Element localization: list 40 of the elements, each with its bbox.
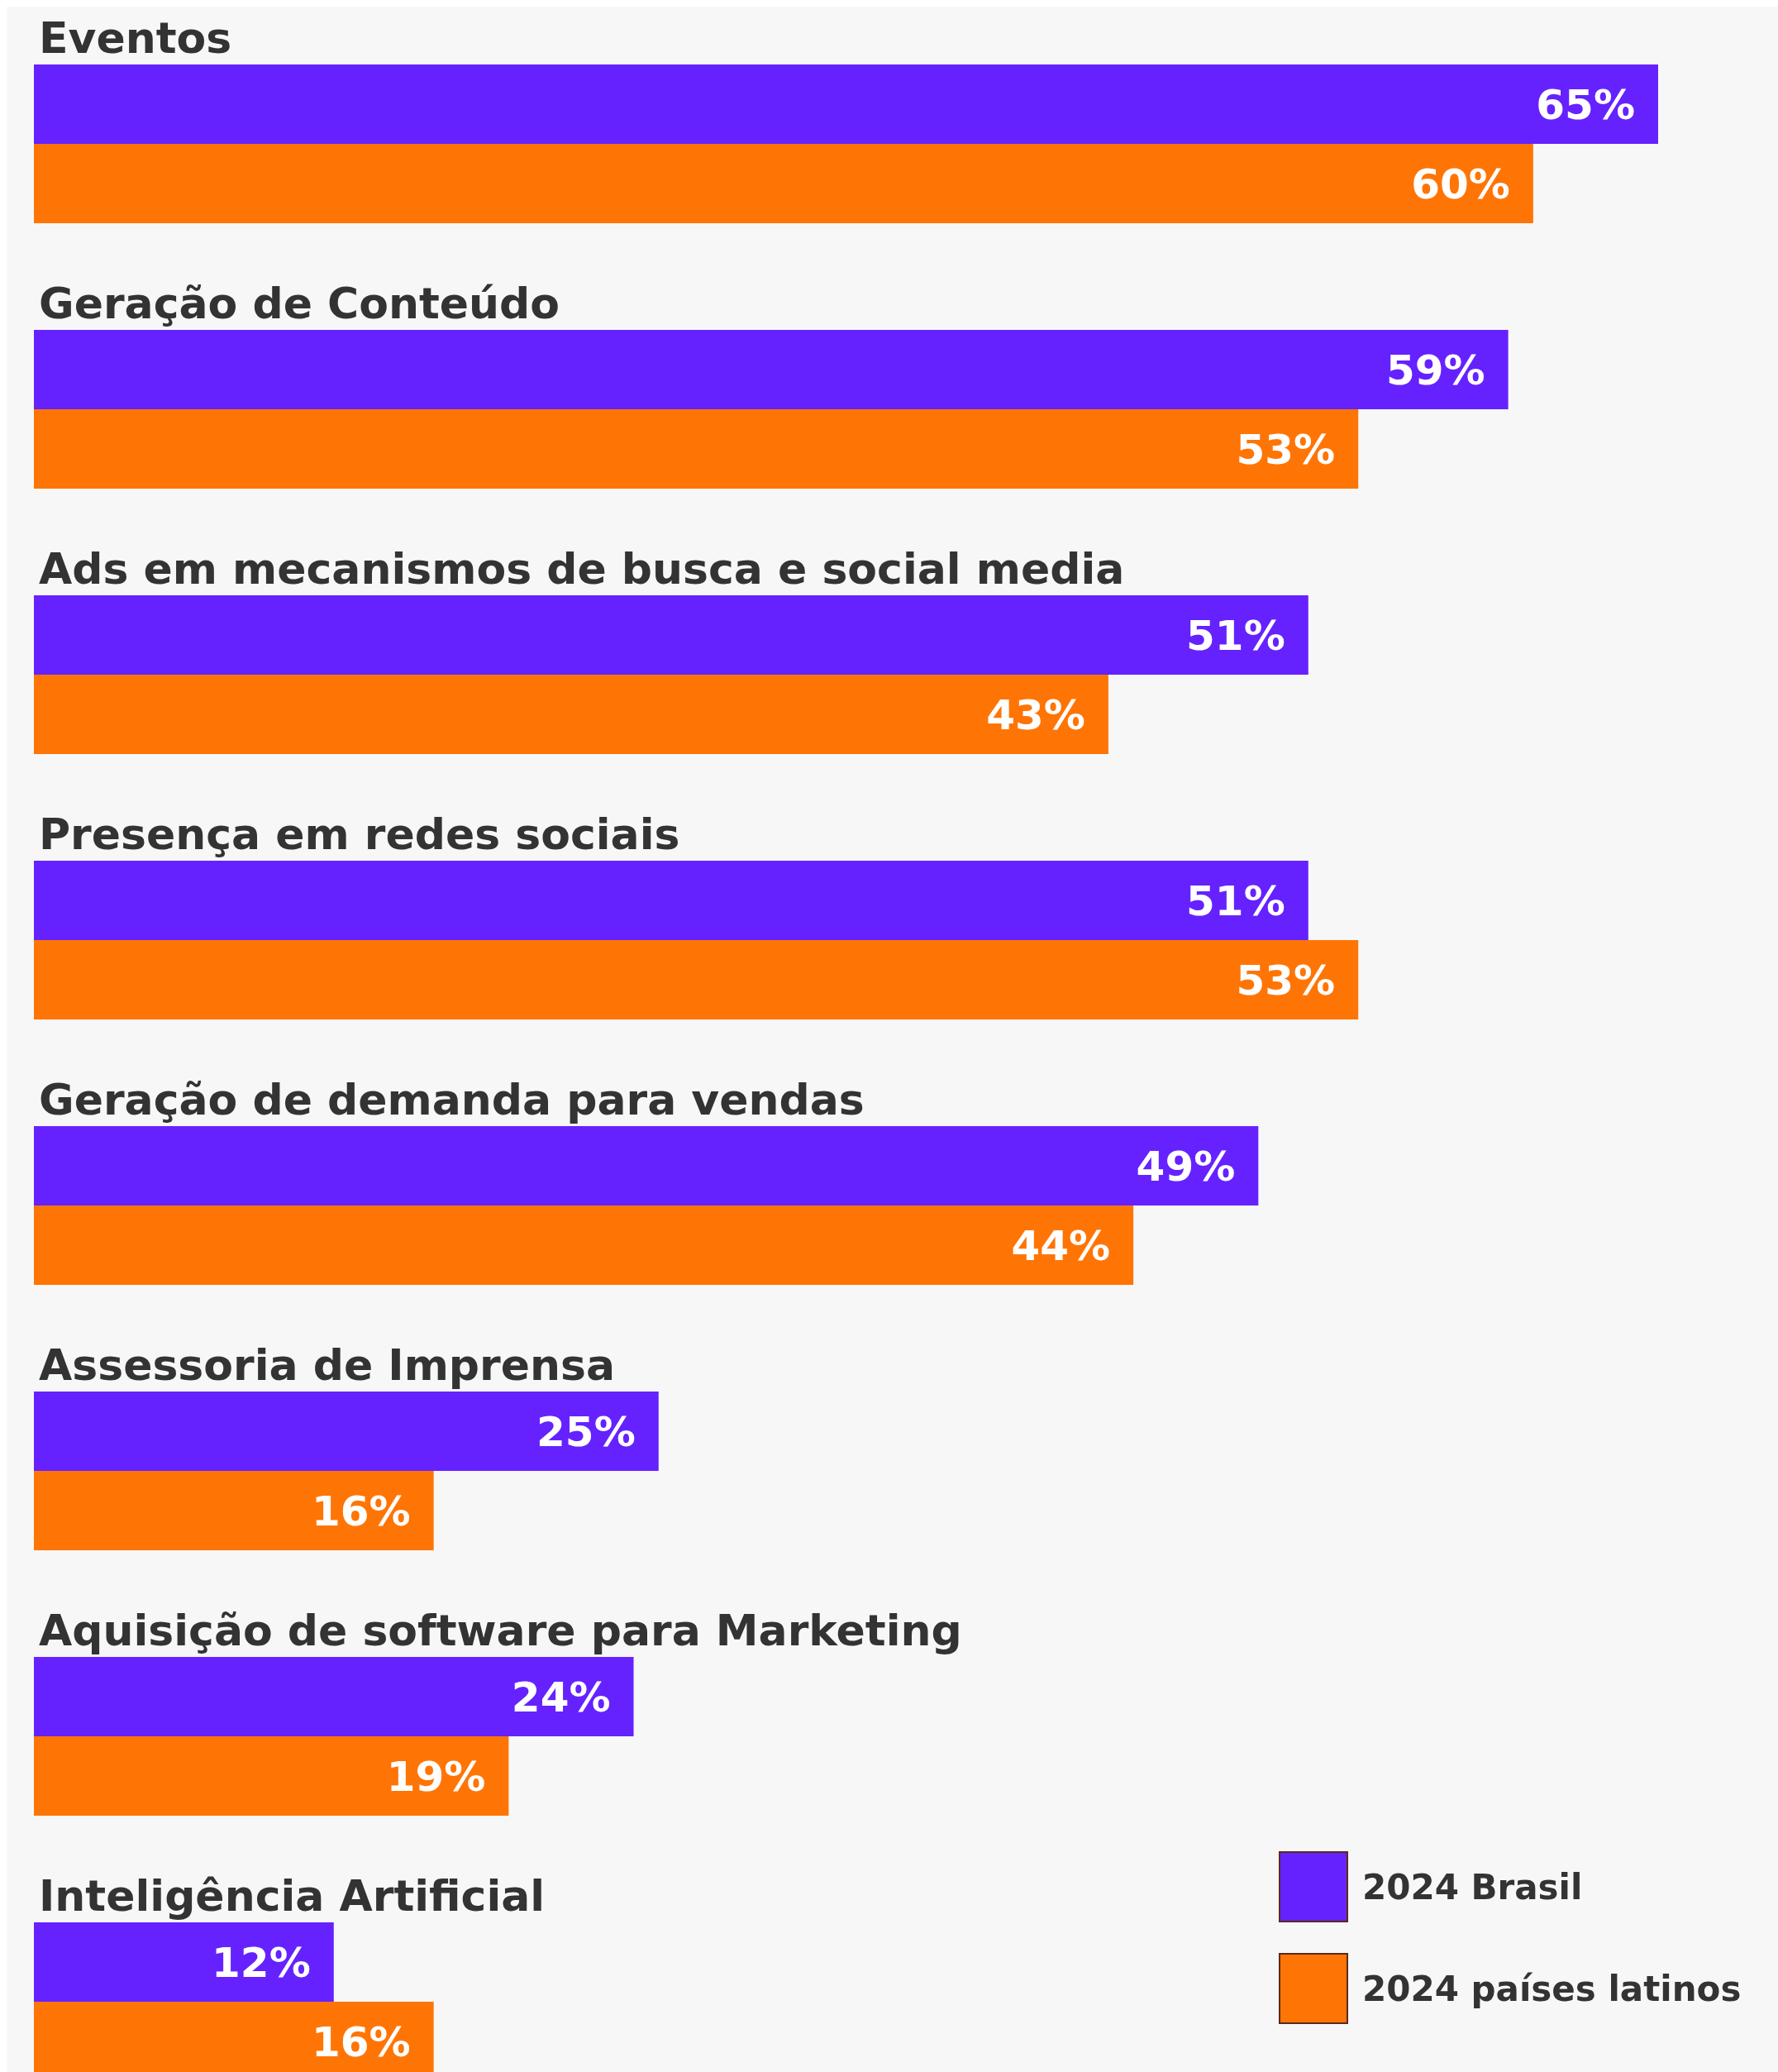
bar: [34, 940, 1359, 1019]
bar: [34, 144, 1533, 223]
data-label: 53%: [1236, 956, 1336, 1005]
y-tick-label: Inteligência Artificial: [39, 1871, 546, 1921]
y-tick-label: Presença em redes sociais: [39, 809, 680, 859]
data-label: 51%: [1186, 876, 1285, 925]
data-label: 53%: [1236, 425, 1336, 474]
bar: [34, 1471, 434, 1550]
y-tick-label: Geração de demanda para vendas: [39, 1075, 865, 1124]
bar: [34, 861, 1308, 940]
y-tick-label: Ads em mecanismos de busca e social media: [39, 544, 1125, 594]
bar: [34, 1205, 1134, 1285]
bar: [34, 675, 1108, 754]
data-label: 51%: [1186, 611, 1285, 660]
data-label: 44%: [1011, 1221, 1111, 1270]
data-label: 65%: [1536, 80, 1635, 129]
data-label: 43%: [986, 690, 1085, 739]
y-tick-label: Aquisição de software para Marketing: [39, 1606, 962, 1655]
data-label: 49%: [1136, 1142, 1236, 1191]
bar: [34, 595, 1308, 675]
legend-label: 2024 países latinos: [1362, 1968, 1742, 2009]
data-label: 25%: [536, 1407, 636, 1456]
data-label: 12%: [212, 1938, 311, 1987]
bar: [34, 1392, 659, 1471]
data-label: 24%: [511, 1673, 611, 1721]
data-label: 16%: [312, 2017, 411, 2066]
legend-label: 2024 Brasil: [1362, 1866, 1583, 1907]
y-tick-label: Eventos: [39, 13, 232, 63]
y-tick-label: Geração de Conteúdo: [39, 279, 560, 328]
bar: [34, 64, 1658, 144]
bar: [34, 1736, 509, 1816]
data-label: 19%: [386, 1752, 486, 1801]
bar: [34, 330, 1509, 409]
data-label: 60%: [1411, 160, 1510, 208]
data-label: 16%: [312, 1487, 411, 1535]
y-tick-label: Assessoria de Imprensa: [39, 1340, 616, 1390]
bar: [34, 1126, 1259, 1205]
data-label: 59%: [1385, 346, 1485, 394]
bar: [34, 1657, 634, 1736]
bar: [34, 409, 1359, 489]
